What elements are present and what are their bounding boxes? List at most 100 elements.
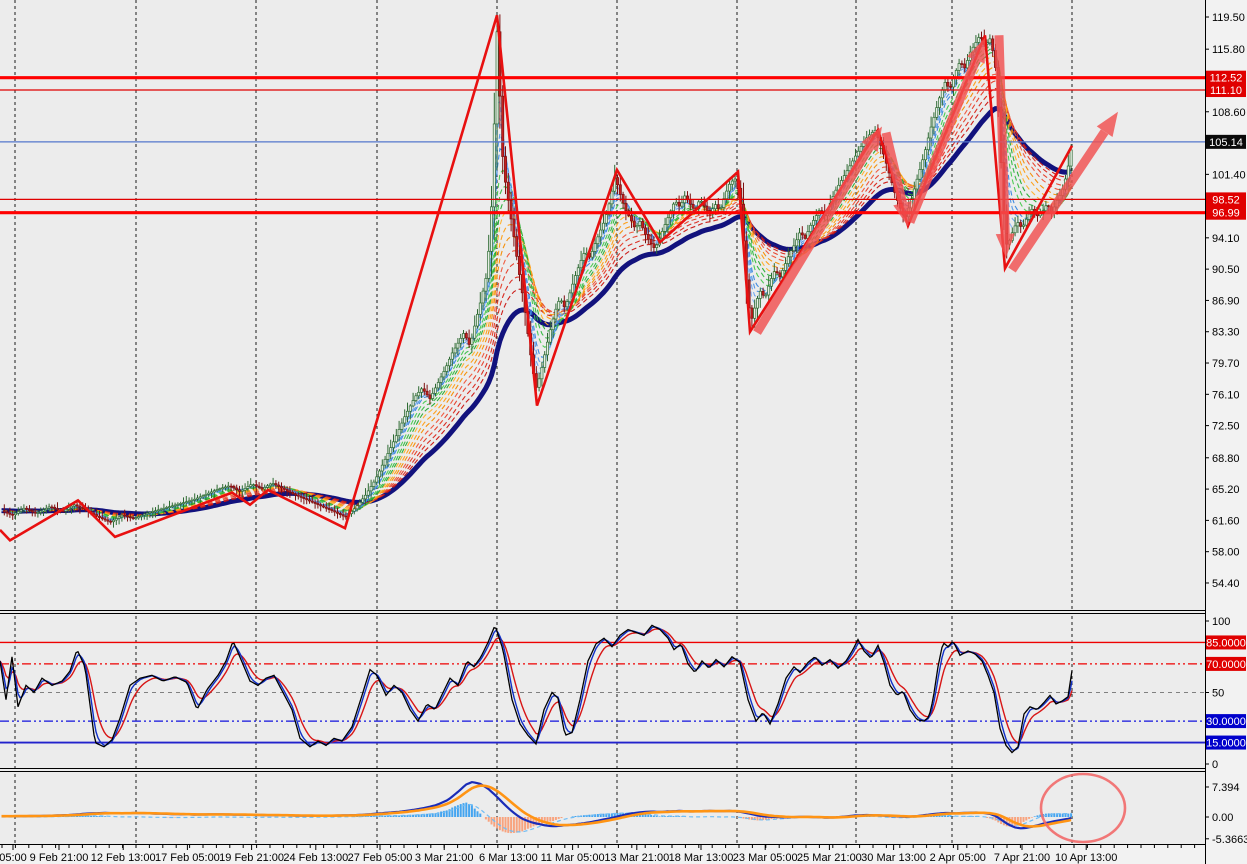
macd-histogram-bar (470, 805, 473, 817)
highlight-ellipse[interactable] (1039, 772, 1127, 844)
price-tag: 105.14 (1209, 137, 1243, 149)
candle-body (383, 458, 387, 466)
candle-body (380, 464, 384, 472)
candle-body (509, 199, 513, 220)
macd-histogram-bar (440, 811, 443, 817)
macd-histogram-bar (389, 815, 392, 817)
candle-body (800, 232, 804, 236)
osc-tag-bg (1206, 635, 1246, 650)
macd-histogram-bar (650, 815, 653, 817)
candle-body (700, 200, 703, 203)
candle-body (445, 365, 449, 372)
candle-body (338, 512, 342, 516)
macd-histogram-bar (994, 817, 997, 821)
candle-body (778, 272, 782, 278)
candle-body (154, 510, 157, 513)
candle-body (109, 520, 113, 523)
macd-histogram-bar (672, 816, 675, 817)
candle-body (299, 495, 303, 498)
macd-histogram-bar (661, 816, 664, 817)
candle-body (30, 510, 34, 513)
price-tag-bg (1206, 192, 1246, 207)
macd-histogram-bar (92, 815, 95, 817)
candle-body (1022, 224, 1025, 227)
macd-histogram-bar (431, 813, 434, 817)
candle-body (75, 504, 79, 507)
trend-arrow-shaft[interactable] (905, 58, 981, 224)
candle-body (988, 38, 992, 44)
candle-body (616, 177, 619, 186)
axis-tick-label: 50 (1212, 688, 1224, 700)
candle-body (859, 146, 863, 152)
trend-arrow-shaft[interactable] (881, 131, 907, 205)
candle-body (196, 497, 199, 500)
candle-body (431, 393, 435, 399)
trend-arrow-shaft[interactable] (994, 35, 1010, 234)
candle-body (677, 201, 681, 207)
macd-histogram-bar (644, 814, 647, 817)
macd-signal-line (1, 784, 1072, 828)
trend-arrow-head[interactable] (967, 37, 985, 64)
time-axis-background[interactable] (0, 845, 1247, 864)
macd-histogram-bar (596, 813, 599, 817)
candle-body (691, 203, 695, 209)
candle-body (372, 481, 376, 487)
macd-histogram-bar (764, 817, 767, 820)
macd-histogram-bar (652, 815, 655, 817)
time-label: 24 Feb 13:00 (283, 852, 348, 864)
price-axis[interactable]: 119.50 115.80 108.60 101.40 94.10 90.50 86.90 8… (1205, 12, 1247, 846)
candle-body (574, 275, 577, 285)
candle-body (378, 470, 381, 478)
macd-histogram-bar (571, 816, 574, 817)
time-label: 25 Mar 21:00 (797, 852, 862, 864)
time-axis[interactable]: 05:00 9 Feb 21:00 12 Feb 13:00 17 Feb 05:00… (0, 845, 1196, 864)
price-tag: 98.52 (1212, 194, 1240, 206)
macd-histogram-bar (535, 817, 538, 826)
candle-body (921, 159, 925, 170)
macd-histogram-bar (67, 816, 70, 817)
candle-body (355, 505, 359, 510)
oscillator-levels[interactable] (0, 641, 1205, 744)
macd-histogram-bar (437, 812, 440, 817)
trend-arrow-head[interactable] (995, 233, 1015, 258)
macd-histogram-bar (98, 816, 101, 817)
trend-arrow-shaft[interactable] (1008, 129, 1109, 273)
candle-body (767, 285, 771, 296)
candle-body (512, 218, 516, 237)
candle-body (772, 271, 776, 279)
candle-body (980, 37, 983, 39)
candle-body (53, 506, 57, 509)
candle-body (428, 394, 432, 399)
osc-tag: 70.0000 (1206, 659, 1246, 671)
candle-body (638, 221, 642, 226)
candle-body (39, 510, 43, 513)
candle-body (929, 126, 933, 139)
time-label: 17 Feb 05:00 (155, 852, 220, 864)
candle-body (666, 217, 670, 225)
candle-body (238, 489, 241, 492)
macd-histogram-bar (512, 817, 515, 833)
candle-body (198, 496, 202, 499)
candle-body (812, 220, 815, 226)
candle-body (344, 515, 348, 518)
candle-body (462, 333, 465, 339)
macd-histogram-bar (1067, 813, 1070, 817)
trend-arrow-head[interactable] (861, 126, 882, 152)
macd-histogram-bar (753, 817, 756, 821)
macd-histogram-bar (546, 817, 549, 823)
macd-histogram-bar (420, 814, 423, 817)
macd-histogram-bar (602, 813, 605, 817)
macd-histogram-bar (1022, 817, 1025, 822)
candle-body (5, 511, 9, 514)
trend-arrow-shaft[interactable] (753, 144, 874, 335)
trend-arrows[interactable] (753, 35, 1118, 335)
candle-body (148, 511, 152, 514)
trend-arrow-head[interactable] (1096, 111, 1118, 137)
macd-histogram-bar (680, 816, 683, 817)
macd-hist-avg-line (1, 803, 1072, 833)
candle-body (935, 107, 939, 118)
candle-body (417, 391, 421, 397)
candle-body (660, 231, 664, 239)
candle-body (425, 390, 429, 396)
